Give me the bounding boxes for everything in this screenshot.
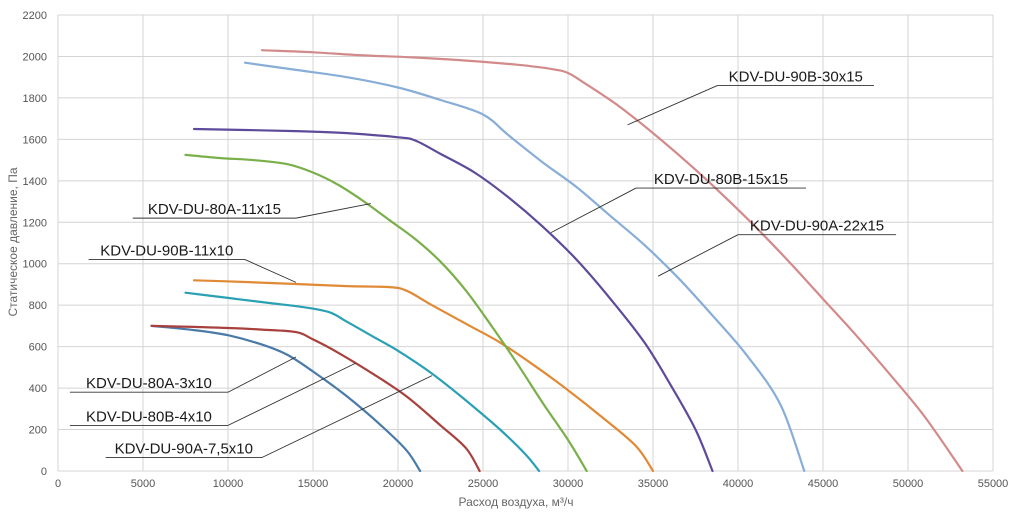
y-tick-label: 1600 [23, 134, 47, 146]
series-line-kdv-du-80b-4x10 [150, 324, 481, 473]
x-tick-label: 35000 [638, 478, 669, 490]
x-tick-label: 20000 [383, 478, 414, 490]
callout-kdv-du-90b-30x15: KDV-DU-90B-30x15 [627, 68, 874, 126]
x-tick-label: 15000 [298, 478, 329, 490]
series-line-kdv-du-80a-11x15 [184, 153, 588, 473]
y-tick-label: 1000 [23, 259, 47, 271]
series-line-kdv-du-80b-15x15 [192, 127, 714, 473]
y-tick-label: 400 [29, 383, 47, 395]
y-axis-title: Статическое давление, Па [6, 167, 20, 316]
series-line-kdv-du-90b-30x15 [260, 49, 964, 473]
callout-label: KDV-DU-80A-11x15 [148, 201, 281, 218]
callout-kdv-du-90b-11x10: KDV-DU-90B-11x10 [88, 243, 297, 283]
callout-leader [244, 259, 297, 283]
callout-kdv-du-90a-22x15: KDV-DU-90A-22x15 [657, 218, 897, 277]
callout-label: KDV-DU-90B-30x15 [729, 68, 863, 85]
callout-kdv-du-90a-7-5x10: KDV-DU-90A-7,5x10 [105, 375, 433, 458]
callout-leader [227, 356, 297, 393]
x-axis-title: Расход воздуха, м³/ч [459, 495, 574, 509]
callout-label: KDV-DU-90A-22x15 [750, 218, 884, 235]
y-tick-label: 200 [29, 425, 47, 437]
callout-leader [227, 362, 356, 426]
series-line-kdv-du-90a-22x15 [243, 61, 806, 473]
y-tick-label: 2200 [23, 10, 47, 22]
x-tick-label: 45000 [808, 478, 839, 490]
callout-kdv-du-80b-4x10: KDV-DU-80B-4x10 [69, 362, 356, 426]
y-tick-label: 0 [41, 466, 47, 478]
callout-label: KDV-DU-80B-4x10 [86, 408, 212, 425]
y-tick-label: 800 [29, 300, 47, 312]
x-tick-label: 10000 [213, 478, 244, 490]
callout-leader [550, 187, 637, 234]
x-tick-label: 55000 [978, 478, 1009, 490]
callout-label: KDV-DU-80A-3x10 [86, 375, 212, 392]
y-tick-label: 600 [29, 342, 47, 354]
series-line-kdv-du-90b-11x10 [192, 279, 655, 473]
y-tick-label: 2000 [23, 51, 47, 63]
callout-label: KDV-DU-80B-15x15 [654, 171, 788, 188]
x-tick-label: 50000 [893, 478, 924, 490]
callout-kdv-du-80a-3x10: KDV-DU-80A-3x10 [69, 356, 297, 393]
y-tick-label: 1800 [23, 93, 47, 105]
x-tick-label: 0 [55, 478, 61, 490]
series-line-kdv-du-80a-3x10 [184, 291, 541, 473]
x-tick-label: 25000 [468, 478, 499, 490]
callout-leader [295, 203, 371, 219]
callout-leader [657, 234, 739, 277]
series-line-kdv-du-90a-7-5x10 [150, 324, 422, 473]
callout-layer: KDV-DU-90B-30x15 KDV-DU-80B-15x15 KDV-DU-9… [69, 68, 897, 458]
callout-label: KDV-DU-90A-7,5x10 [115, 441, 253, 458]
callout-kdv-du-80a-11x15: KDV-DU-80A-11x15 [132, 201, 371, 219]
callout-leader [261, 375, 433, 458]
x-tick-label: 5000 [131, 478, 155, 490]
x-axis-ticks: 0 5000 10000 15000 20000 25000 30000 35000 40000… [55, 478, 1008, 490]
grid-layer [57, 14, 994, 472]
callout-kdv-du-80b-15x15: KDV-DU-80B-15x15 [550, 171, 806, 234]
y-tick-label: 1200 [23, 217, 47, 229]
y-axis-ticks: 0 200 400 600 800 1000 1200 1400 1600 1800 2000 220… [23, 10, 47, 478]
y-tick-label: 1400 [23, 176, 47, 188]
callout-leader [627, 85, 718, 126]
series-layer [150, 49, 964, 473]
x-tick-label: 40000 [723, 478, 754, 490]
callout-label: KDV-DU-90B-11x10 [100, 243, 233, 260]
x-tick-label: 30000 [553, 478, 584, 490]
